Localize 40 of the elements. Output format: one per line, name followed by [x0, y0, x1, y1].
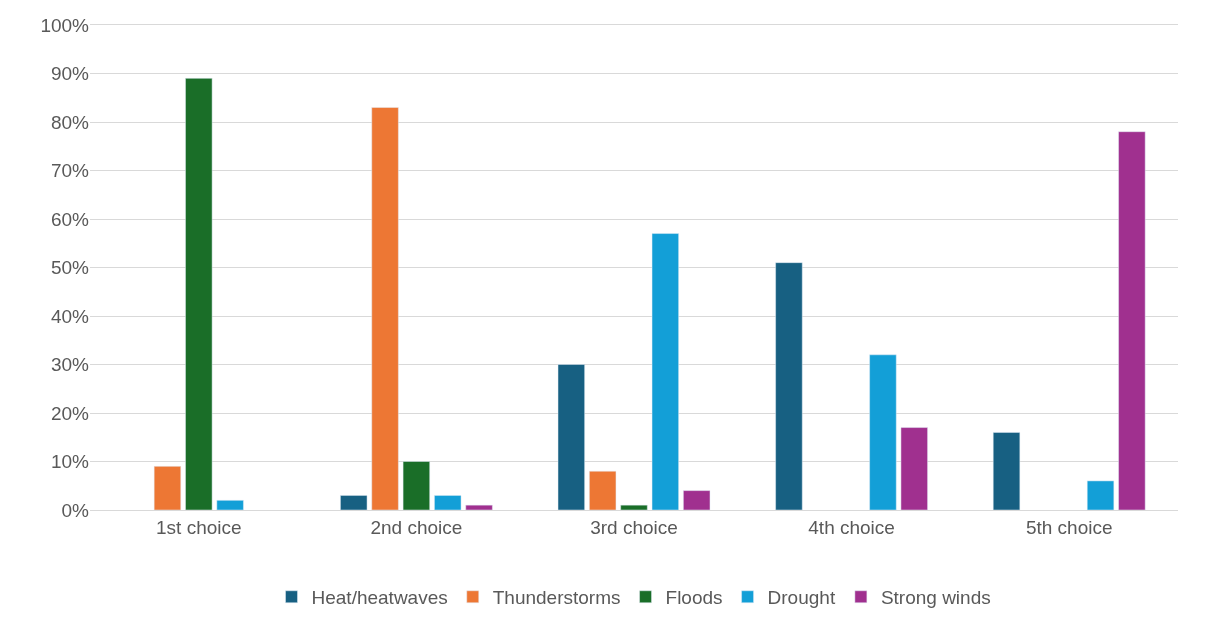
bar [589, 470, 617, 510]
bar [465, 504, 493, 510]
y-tick-label: 60% [50, 208, 90, 230]
bar [557, 364, 585, 510]
bar [1118, 131, 1146, 510]
bar [869, 354, 897, 510]
bar [620, 504, 648, 510]
bar [434, 495, 462, 510]
x-tick-label: 4th choice [808, 516, 895, 538]
y-tick-label: 100% [40, 14, 90, 36]
y-tick-label: 30% [50, 354, 90, 376]
legend-label: Thunderstorms [492, 587, 621, 609]
y-tick-label: 10% [50, 451, 90, 473]
bar [683, 490, 711, 510]
x-tick-label: 5th choice [1025, 516, 1113, 538]
y-tick-label: 20% [50, 402, 90, 424]
x-tick-label: 1st choice [156, 516, 242, 538]
x-tick-label: 3rd choice [590, 516, 678, 538]
bar [1086, 480, 1115, 510]
bar [775, 262, 803, 510]
bar [216, 500, 244, 510]
y-tick-label: 70% [50, 160, 90, 182]
bar [371, 107, 399, 510]
y-tick-label: 80% [50, 111, 90, 133]
legend-label: Heat/heatwaves [311, 587, 448, 609]
bar [900, 427, 928, 510]
y-tick-label: 40% [50, 305, 90, 327]
bar [651, 233, 679, 510]
legend-label: Floods [665, 587, 723, 609]
y-tick-label: 90% [50, 63, 90, 85]
y-tick-label: 50% [50, 257, 90, 279]
legend-label: Strong winds [880, 587, 991, 609]
bar [185, 78, 213, 510]
bar [992, 432, 1021, 510]
x-tick-label: 2nd choice [370, 516, 463, 538]
bar [402, 461, 430, 510]
bar [340, 495, 368, 510]
bar [153, 466, 182, 510]
y-tick-label: 0% [61, 499, 90, 521]
legend-label: Drought [767, 587, 836, 609]
